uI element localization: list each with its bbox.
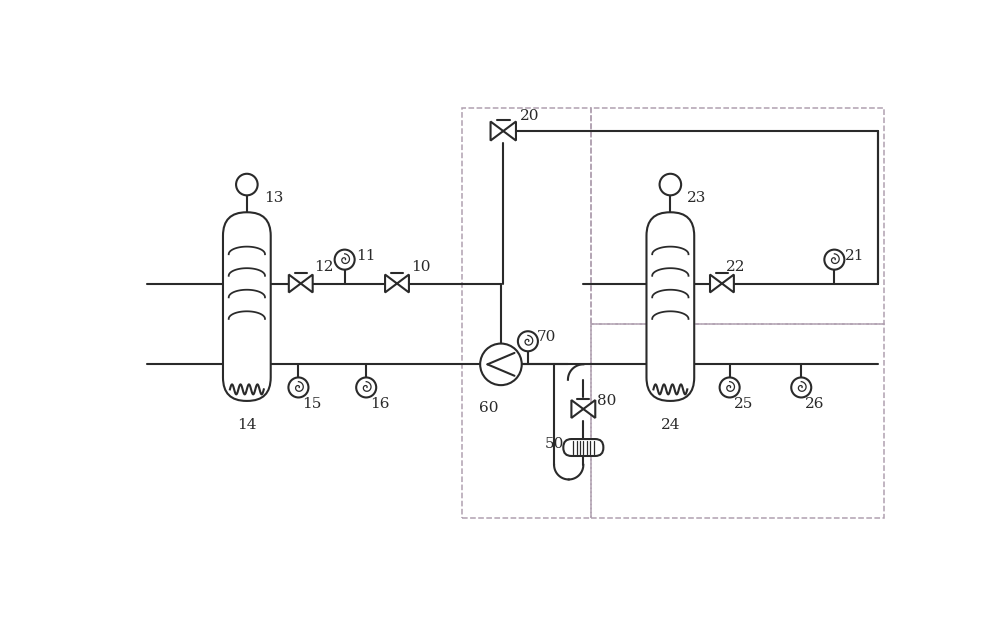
Circle shape <box>518 331 538 352</box>
Text: 23: 23 <box>687 191 707 205</box>
Polygon shape <box>301 275 313 292</box>
Text: 70: 70 <box>537 330 557 345</box>
Text: 22: 22 <box>726 260 745 273</box>
Text: 24: 24 <box>661 418 680 432</box>
Circle shape <box>791 377 811 398</box>
Text: 50: 50 <box>545 437 564 450</box>
Text: 21: 21 <box>845 249 865 263</box>
Circle shape <box>288 377 308 398</box>
Polygon shape <box>385 275 397 292</box>
Circle shape <box>720 377 740 398</box>
FancyBboxPatch shape <box>563 439 603 456</box>
Text: 60: 60 <box>479 401 499 415</box>
Text: 20: 20 <box>520 108 540 123</box>
Text: 25: 25 <box>733 397 753 411</box>
Text: 12: 12 <box>315 260 334 273</box>
Circle shape <box>335 249 355 270</box>
Polygon shape <box>710 275 722 292</box>
Polygon shape <box>491 122 503 140</box>
Text: 26: 26 <box>805 397 825 411</box>
Bar <box>591 324 884 518</box>
Circle shape <box>660 174 681 195</box>
Bar <box>591 108 884 324</box>
Circle shape <box>236 174 258 195</box>
Polygon shape <box>397 275 409 292</box>
Polygon shape <box>571 400 583 418</box>
Text: 11: 11 <box>356 249 376 263</box>
Text: 80: 80 <box>597 394 617 408</box>
Polygon shape <box>583 400 595 418</box>
Polygon shape <box>722 275 734 292</box>
Text: 16: 16 <box>370 397 390 411</box>
Polygon shape <box>289 275 301 292</box>
Text: 10: 10 <box>411 260 430 273</box>
FancyBboxPatch shape <box>646 212 694 401</box>
Bar <box>462 108 591 518</box>
Polygon shape <box>503 122 516 140</box>
Text: 13: 13 <box>264 191 283 205</box>
Circle shape <box>480 343 522 385</box>
FancyBboxPatch shape <box>223 212 271 401</box>
Circle shape <box>356 377 376 398</box>
Circle shape <box>824 249 844 270</box>
Text: 15: 15 <box>302 397 322 411</box>
Text: 14: 14 <box>237 418 257 432</box>
